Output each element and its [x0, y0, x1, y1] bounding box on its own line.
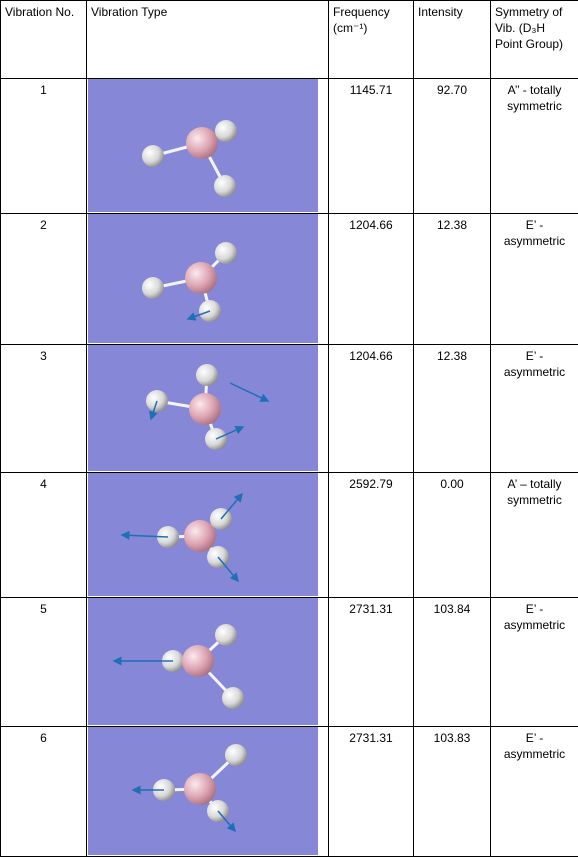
- cell: 1204.66: [329, 214, 414, 345]
- hydrogen-atom: [215, 120, 237, 142]
- hydrogen-atom: [225, 744, 247, 766]
- cell: [87, 598, 329, 727]
- hydrogen-atom: [142, 277, 164, 299]
- vibration-image: [88, 79, 320, 212]
- header-cell: Symmetry of Vib. (D₃H Point Group): [491, 1, 578, 79]
- boron-atom: [184, 773, 216, 805]
- cell: 4: [1, 473, 87, 598]
- vibration-image: [88, 598, 320, 725]
- hydrogen-atom: [214, 175, 236, 197]
- vibration-image: [88, 214, 320, 343]
- boron-atom: [189, 393, 221, 425]
- header-cell: Vibration Type: [87, 1, 329, 79]
- hydrogen-atom: [196, 364, 218, 386]
- header-cell: Frequency (cm⁻¹): [329, 1, 414, 79]
- cell: 2: [1, 214, 87, 345]
- cell: 103.83: [414, 727, 491, 857]
- header-row: Vibration No. Vibration Type Frequency (…: [1, 1, 578, 79]
- cell: E’ - asymmetric: [491, 214, 578, 345]
- cell: E’ - asymmetric: [491, 598, 578, 727]
- cell: [87, 727, 329, 857]
- cell: 3: [1, 345, 87, 473]
- cell: 1145.71: [329, 79, 414, 214]
- vibration-image: [88, 345, 320, 471]
- cell: [87, 214, 329, 345]
- cell: 6: [1, 727, 87, 857]
- cell: [87, 345, 329, 473]
- header-cell: Vibration No.: [1, 1, 87, 79]
- boron-atom: [185, 262, 217, 294]
- cell: 1: [1, 79, 87, 214]
- cell: 103.84: [414, 598, 491, 727]
- cell: A’’ - totally symmetric: [491, 79, 578, 214]
- cell: [87, 79, 329, 214]
- cell: 2731.31: [329, 727, 414, 857]
- cell: 5: [1, 598, 87, 727]
- cell: 2592.79: [329, 473, 414, 598]
- hydrogen-atom: [215, 624, 237, 646]
- cell: 92.70: [414, 79, 491, 214]
- cell: 1204.66: [329, 345, 414, 473]
- vibration-image: [88, 727, 320, 855]
- cell: E’ - asymmetric: [491, 727, 578, 857]
- boron-atom: [186, 127, 218, 159]
- cell: 2731.31: [329, 598, 414, 727]
- cell: A’ – totally symmetric: [491, 473, 578, 598]
- cell: 12.38: [414, 345, 491, 473]
- cell: 0.00: [414, 473, 491, 598]
- hydrogen-atom: [215, 242, 237, 264]
- hydrogen-atom: [142, 145, 164, 167]
- boron-atom: [182, 645, 214, 677]
- header-cell: Intensity: [414, 1, 491, 79]
- cell: E’ - asymmetric: [491, 345, 578, 473]
- hydrogen-atom: [222, 687, 244, 709]
- cell: [87, 473, 329, 598]
- vibration-image: [88, 473, 320, 596]
- boron-atom: [184, 520, 216, 552]
- cell: 12.38: [414, 214, 491, 345]
